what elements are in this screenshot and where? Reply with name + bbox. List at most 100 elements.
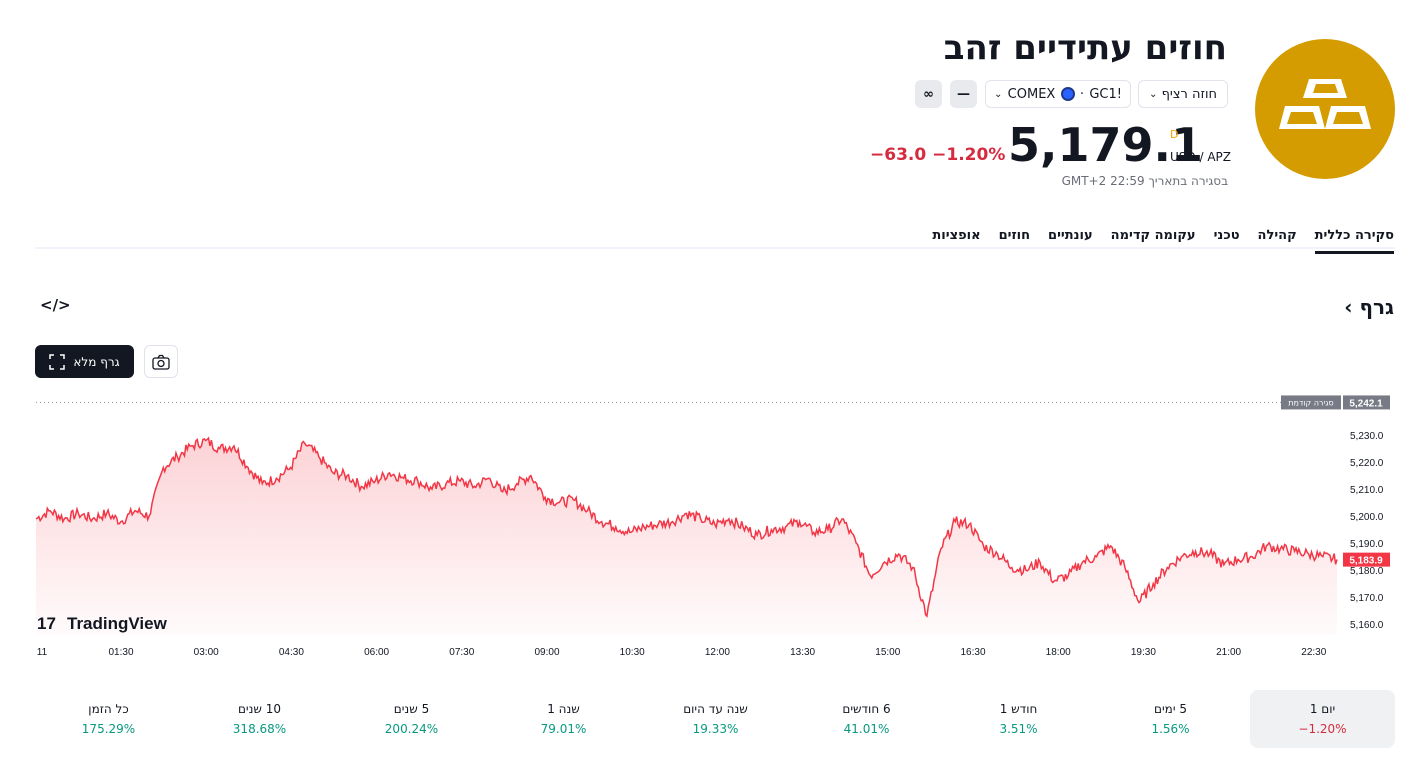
tab-overview[interactable]: סקירה כללית bbox=[1314, 228, 1394, 254]
x-tick-label: 12:00 bbox=[705, 647, 730, 658]
performance-period-1[interactable]: 5 ימים 1.56% bbox=[1098, 690, 1243, 748]
performance-period-4[interactable]: שנה עד היום 19.33% bbox=[643, 690, 788, 748]
period-change: 19.33% bbox=[692, 722, 739, 736]
y-tick-label: 5,170.0 bbox=[1350, 593, 1384, 604]
performance-period-7[interactable]: 10 שנים 318.68% bbox=[187, 690, 332, 748]
fullscreen-icon bbox=[49, 353, 66, 370]
globe-icon bbox=[1060, 87, 1075, 101]
last-price: 5,183.9 bbox=[1349, 556, 1383, 567]
performance-period-5[interactable]: שנה 1 79.01% bbox=[491, 690, 636, 748]
price-change: −63.0 −1.20% bbox=[870, 145, 1005, 165]
performance-period-6[interactable]: 5 שנים 200.24% bbox=[339, 690, 484, 748]
current-price: 5,179.1 bbox=[1008, 118, 1203, 172]
price-area-fill bbox=[36, 438, 1337, 635]
tab-contracts[interactable]: חוזים bbox=[998, 228, 1031, 243]
performance-period-3[interactable]: 6 חודשים 41.01% bbox=[794, 690, 939, 748]
x-tick-label: 10:30 bbox=[620, 647, 645, 658]
x-tick-label: 19:30 bbox=[1131, 647, 1156, 658]
prev-close-price: 5,242.1 bbox=[1349, 398, 1383, 409]
x-tick-label: 09:00 bbox=[534, 647, 559, 658]
tab-options[interactable]: אופציות bbox=[932, 228, 981, 243]
period-change: 200.24% bbox=[384, 722, 439, 736]
x-tick-label: 07:30 bbox=[449, 647, 474, 658]
price-unit: USD / APZ bbox=[1170, 150, 1231, 164]
full-chart-label: גרף מלא bbox=[73, 354, 120, 369]
infinity-icon: ∞ bbox=[923, 86, 934, 102]
x-tick-label: 15:00 bbox=[875, 647, 900, 658]
market-closed-note: בסגירה בתאריך 22:59 GMT+2 bbox=[1061, 174, 1228, 188]
tab-seasonals[interactable]: עונתיים bbox=[1048, 228, 1093, 243]
x-tick-label: 04:30 bbox=[279, 647, 304, 658]
period-change: 318.68% bbox=[232, 722, 287, 736]
chevron-down-icon: ⌄ bbox=[994, 88, 1003, 100]
symbol-selector[interactable]: ⌄ COMEX · GC1! bbox=[985, 80, 1131, 108]
minus-button[interactable]: — bbox=[950, 80, 977, 108]
tradingview-watermark: 17 TradingView bbox=[37, 614, 168, 633]
camera-icon bbox=[152, 354, 170, 370]
tab-forward-curve[interactable]: עקומה קדימה bbox=[1110, 228, 1196, 243]
brand-text: TradingView bbox=[67, 614, 168, 633]
graph-section-title[interactable]: גרף › bbox=[1344, 295, 1394, 319]
period-label: 5 ימים bbox=[1154, 702, 1187, 716]
period-change: 175.29% bbox=[81, 722, 136, 736]
period-change: 3.51% bbox=[999, 722, 1038, 736]
last-price-tag bbox=[1343, 552, 1390, 567]
prev-close-label: סגירה קודמת bbox=[1288, 398, 1333, 407]
y-tick-label: 5,210.0 bbox=[1350, 485, 1384, 496]
x-tick-label: 18:00 bbox=[1046, 647, 1071, 658]
graph-title-text: גרף bbox=[1359, 295, 1394, 319]
y-tick-label: 5,190.0 bbox=[1350, 539, 1384, 550]
performance-period-2[interactable]: חודש 1 3.51% bbox=[946, 690, 1091, 748]
x-tick-label: 22:30 bbox=[1301, 647, 1326, 658]
x-tick-label: 21:00 bbox=[1216, 647, 1241, 658]
tab-technical[interactable]: טכני bbox=[1213, 228, 1240, 243]
x-tick-label: 01:30 bbox=[108, 647, 133, 658]
change-abs: −63.0 bbox=[870, 145, 927, 165]
contract-selector[interactable]: חוזה רציף ⌄ bbox=[1138, 80, 1228, 108]
period-label: 10 שנים bbox=[237, 702, 282, 716]
change-pct: −1.20% bbox=[932, 145, 1006, 165]
x-tick-label: 11 bbox=[37, 647, 48, 658]
y-tick-label: 5,180.0 bbox=[1350, 566, 1384, 577]
embed-code-button[interactable]: </> bbox=[40, 296, 71, 314]
period-label: חודש 1 bbox=[999, 702, 1038, 716]
price-chart[interactable]: 5,160.0 5,170.0 5,180.0 5,190.0 5,200.0 5,210… bbox=[0, 395, 1422, 670]
chevron-right-icon: › bbox=[1344, 295, 1353, 319]
x-tick-label: 13:30 bbox=[790, 647, 815, 658]
period-change: −1.20% bbox=[1298, 722, 1347, 736]
period-change: 41.01% bbox=[843, 722, 890, 736]
minus-icon: — bbox=[957, 86, 970, 102]
performance-period-8[interactable]: כל הזמן 175.29% bbox=[36, 690, 181, 748]
x-tick-label: 06:00 bbox=[364, 647, 389, 658]
tabs-divider bbox=[35, 247, 1395, 249]
x-tick-label: 16:30 bbox=[960, 647, 985, 658]
separator-dot: · bbox=[1079, 86, 1085, 102]
chevron-down-icon: ⌄ bbox=[1149, 88, 1158, 100]
full-chart-button[interactable]: גרף מלא bbox=[35, 345, 134, 378]
page-title: חוזים עתידיים זהב bbox=[943, 28, 1227, 68]
gold-bars-logo-icon bbox=[1255, 39, 1395, 179]
period-change: 1.56% bbox=[1151, 722, 1190, 736]
y-tick-label: 5,220.0 bbox=[1350, 458, 1384, 469]
exchange-label: COMEX bbox=[1007, 86, 1056, 102]
period-label: כל הזמן bbox=[88, 702, 129, 716]
period-label: 6 חודשים bbox=[842, 702, 891, 716]
y-tick-label: 5,230.0 bbox=[1350, 431, 1384, 442]
svg-text:17: 17 bbox=[37, 614, 56, 633]
contract-label: חוזה רציף bbox=[1161, 86, 1217, 102]
link-button[interactable]: ∞ bbox=[915, 80, 942, 108]
period-label: 5 שנים bbox=[393, 702, 430, 716]
y-tick-label: 5,200.0 bbox=[1350, 512, 1384, 523]
price-flag: D bbox=[1170, 128, 1179, 141]
prev-close-price-tag bbox=[1343, 395, 1390, 410]
period-label: שנה עד היום bbox=[683, 702, 748, 716]
price-line bbox=[35, 436, 1338, 618]
performance-period-0[interactable]: יום 1 −1.20% bbox=[1250, 690, 1395, 748]
period-change: 79.01% bbox=[540, 722, 587, 736]
tab-community[interactable]: קהילה bbox=[1257, 228, 1297, 243]
symbol-label: GC1! bbox=[1089, 86, 1122, 102]
snapshot-button[interactable] bbox=[144, 345, 178, 378]
period-label: שנה 1 bbox=[547, 702, 580, 716]
period-label: יום 1 bbox=[1309, 702, 1336, 716]
prev-close-tag bbox=[1281, 395, 1341, 410]
